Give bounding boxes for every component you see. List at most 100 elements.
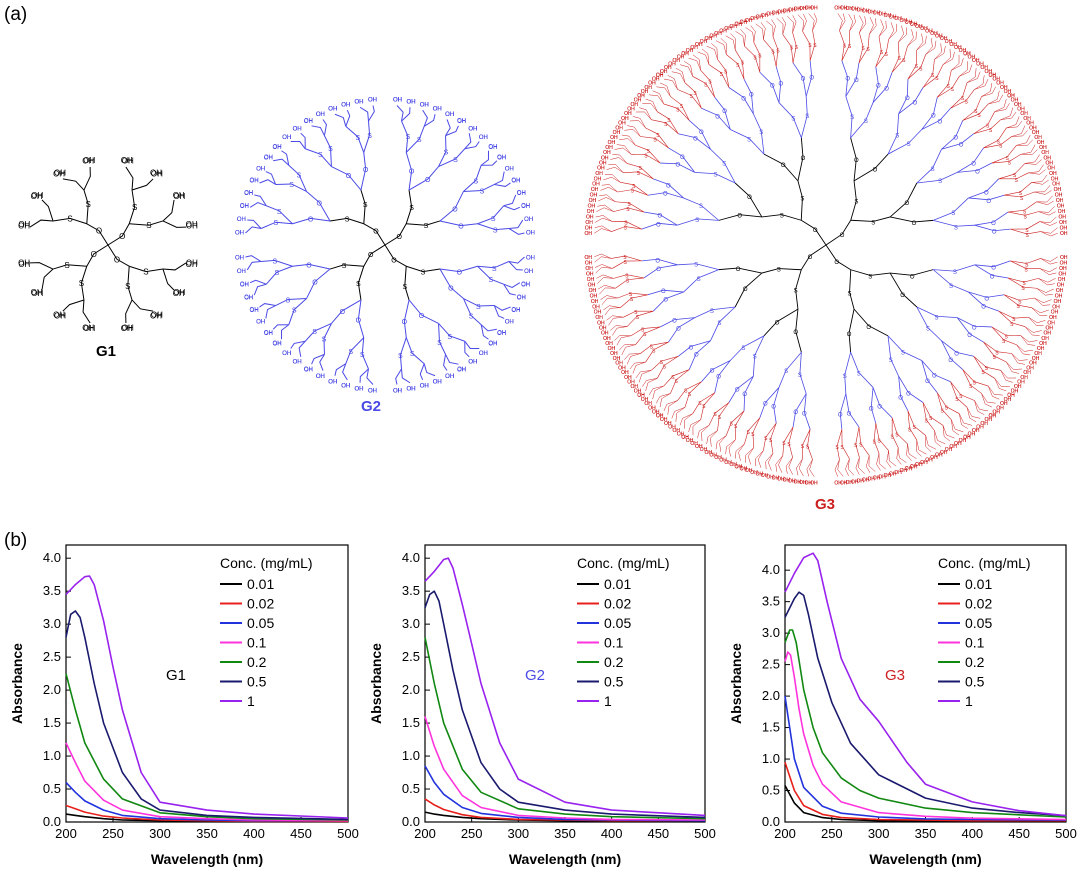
atom-label: S bbox=[699, 204, 703, 210]
atom-label: S bbox=[1023, 209, 1027, 215]
bond bbox=[850, 352, 874, 388]
bond bbox=[408, 299, 439, 324]
legend-entry: 0.05 bbox=[247, 615, 274, 631]
oh-label: OH bbox=[878, 474, 886, 480]
bond bbox=[363, 223, 386, 246]
oh-label: OH bbox=[328, 379, 337, 385]
panel-label-b: (b) bbox=[4, 530, 28, 551]
atom-label: O bbox=[448, 286, 454, 293]
atom-label: S bbox=[945, 406, 949, 412]
oh-label: OH bbox=[940, 450, 948, 456]
bond bbox=[763, 39, 777, 67]
y-tick-label: 2.0 bbox=[402, 682, 420, 697]
bond bbox=[245, 226, 262, 234]
atom-label: O bbox=[869, 407, 874, 413]
legend-entry: 1 bbox=[965, 693, 973, 709]
bond bbox=[797, 137, 804, 181]
oh-label: OH bbox=[1049, 315, 1057, 321]
bond bbox=[631, 153, 661, 164]
oh-label: OH bbox=[740, 466, 748, 472]
oh-label: OH bbox=[621, 116, 629, 122]
bond bbox=[438, 135, 447, 167]
oh-label: OH bbox=[237, 269, 246, 275]
oh-label: OH bbox=[925, 28, 933, 34]
oh-label: OH bbox=[250, 178, 259, 184]
oh-label: OH bbox=[1045, 160, 1053, 166]
bond bbox=[898, 376, 909, 412]
bond bbox=[401, 368, 411, 384]
bond bbox=[261, 259, 293, 267]
bond bbox=[162, 268, 175, 291]
oh-label: OH bbox=[591, 299, 599, 305]
oh-label: OH bbox=[1007, 393, 1015, 399]
bond bbox=[659, 317, 695, 328]
oh-label: OH bbox=[83, 324, 95, 333]
bond bbox=[612, 221, 642, 230]
bond bbox=[1000, 370, 1017, 379]
oh-label: OH bbox=[186, 220, 198, 229]
bond bbox=[357, 266, 365, 301]
oh-label: OH bbox=[591, 299, 599, 305]
bond bbox=[280, 324, 290, 340]
oh-label: OH bbox=[700, 39, 708, 45]
bond bbox=[606, 315, 624, 321]
oh-label: OH bbox=[641, 397, 649, 403]
bond bbox=[983, 341, 1007, 363]
legend-entry: 0.02 bbox=[965, 596, 992, 612]
oh-label: OH bbox=[235, 256, 244, 262]
bond bbox=[757, 450, 764, 468]
oh-label: OH bbox=[805, 6, 813, 12]
bond bbox=[700, 70, 715, 98]
bond bbox=[306, 191, 331, 222]
atom-label: S bbox=[1018, 299, 1022, 305]
bond bbox=[653, 178, 684, 199]
atom-label: S bbox=[480, 189, 485, 196]
oh-label: OH bbox=[1059, 220, 1067, 226]
bond bbox=[1038, 206, 1055, 213]
oh-label: OH bbox=[272, 145, 281, 151]
series-line-0.05 bbox=[424, 765, 706, 822]
atom-label: S bbox=[953, 270, 957, 276]
oh-label: OH bbox=[586, 272, 594, 278]
atom-label: S bbox=[713, 173, 717, 179]
oh-label: OH bbox=[1023, 370, 1031, 376]
oh-label: OH bbox=[151, 169, 163, 178]
oh-label: OH bbox=[517, 191, 526, 197]
bond bbox=[595, 215, 613, 222]
bond bbox=[850, 137, 857, 181]
oh-label: OH bbox=[627, 107, 635, 113]
bond bbox=[600, 295, 618, 300]
oh-label: OH bbox=[719, 458, 727, 464]
bond bbox=[463, 184, 495, 192]
oh-label: OH bbox=[695, 444, 703, 450]
oh-label: OH bbox=[587, 209, 595, 215]
oh-label: OH bbox=[53, 169, 65, 178]
bond bbox=[878, 453, 886, 470]
bond bbox=[807, 429, 813, 460]
bond bbox=[290, 140, 306, 150]
bond bbox=[942, 425, 951, 442]
bond bbox=[950, 89, 975, 109]
bond bbox=[1007, 277, 1037, 289]
bond bbox=[849, 14, 856, 32]
oh-label: OH bbox=[900, 18, 908, 24]
bond bbox=[1040, 227, 1058, 234]
oh-label: OH bbox=[605, 145, 613, 151]
atom-label: O bbox=[801, 156, 806, 162]
bond bbox=[765, 453, 774, 470]
oh-label: OH bbox=[714, 455, 722, 461]
oh-label: OH bbox=[648, 81, 656, 87]
oh-label: OH bbox=[264, 155, 273, 161]
oh-label: OH bbox=[724, 460, 732, 466]
oh-label: OH bbox=[672, 428, 680, 434]
bond bbox=[951, 419, 964, 433]
oh-label: OH bbox=[590, 294, 598, 300]
atom-label: O bbox=[716, 375, 721, 381]
oh-label: OH bbox=[511, 178, 520, 184]
oh-label: OH bbox=[656, 73, 664, 79]
atom-label: S bbox=[718, 415, 722, 421]
bond bbox=[652, 291, 684, 312]
bond bbox=[422, 109, 428, 127]
bond bbox=[610, 325, 628, 331]
oh-label: OH bbox=[173, 289, 185, 298]
